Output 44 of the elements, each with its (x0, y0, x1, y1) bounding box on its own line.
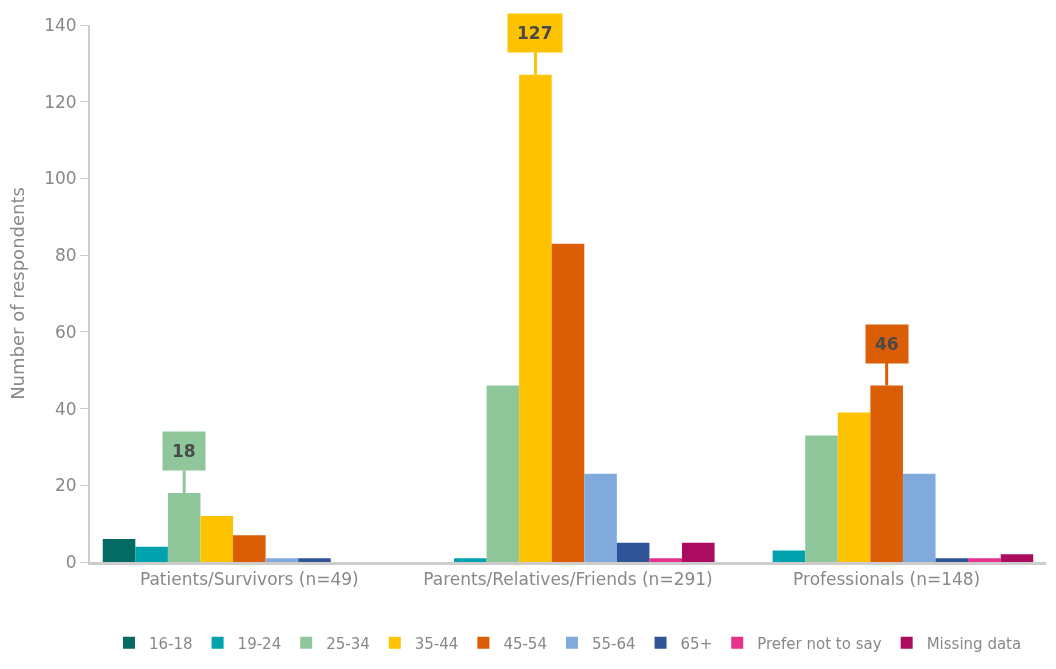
legend-label: 55-64 (591, 634, 636, 653)
legend-label: 35-44 (414, 634, 459, 653)
bar (935, 558, 969, 562)
legend-label: Missing data (926, 634, 1022, 653)
legend-label: 45-54 (503, 634, 547, 653)
bar (233, 535, 266, 562)
legend-label: 25-34 (326, 634, 370, 653)
bar (805, 435, 838, 562)
bar (1000, 554, 1034, 562)
bar (135, 546, 168, 562)
bar (298, 558, 331, 562)
bar (682, 542, 715, 562)
bar (616, 542, 650, 562)
legend-label: 65+ (680, 634, 713, 653)
bar (772, 550, 806, 562)
legend-label: Prefer not to say (757, 634, 882, 653)
y-tick-label: 20 (54, 475, 77, 496)
bar (102, 538, 136, 562)
bar (837, 412, 871, 562)
legend-label: 19-24 (237, 634, 282, 653)
bar (486, 385, 520, 562)
legend-label: 16-18 (149, 634, 193, 653)
y-tick-label: 0 (65, 551, 77, 572)
y-tick-label: 100 (44, 168, 77, 189)
data-label: 127 (517, 23, 553, 43)
y-tick-label: 80 (54, 245, 77, 266)
bar (902, 473, 936, 562)
y-tick-label: 120 (44, 91, 77, 112)
x-tick-label: Patients/Survivors (n=49) (139, 569, 359, 590)
y-axis-title: Number of respondents (6, 187, 28, 400)
data-label: 46 (875, 334, 899, 354)
bar (453, 558, 487, 562)
data-label: 18 (172, 441, 196, 461)
y-tick-label: 140 (44, 14, 77, 35)
y-tick-label: 40 (54, 398, 77, 419)
bar (551, 243, 585, 562)
y-tick-label: 60 (54, 321, 77, 342)
bar (968, 558, 1001, 562)
x-tick-label: Parents/Relatives/Friends (n=291) (423, 569, 713, 590)
bar (265, 558, 299, 562)
bar (584, 473, 617, 562)
bar (649, 558, 683, 562)
bar (200, 515, 234, 562)
x-tick-label: Professionals (n=148) (793, 569, 981, 590)
